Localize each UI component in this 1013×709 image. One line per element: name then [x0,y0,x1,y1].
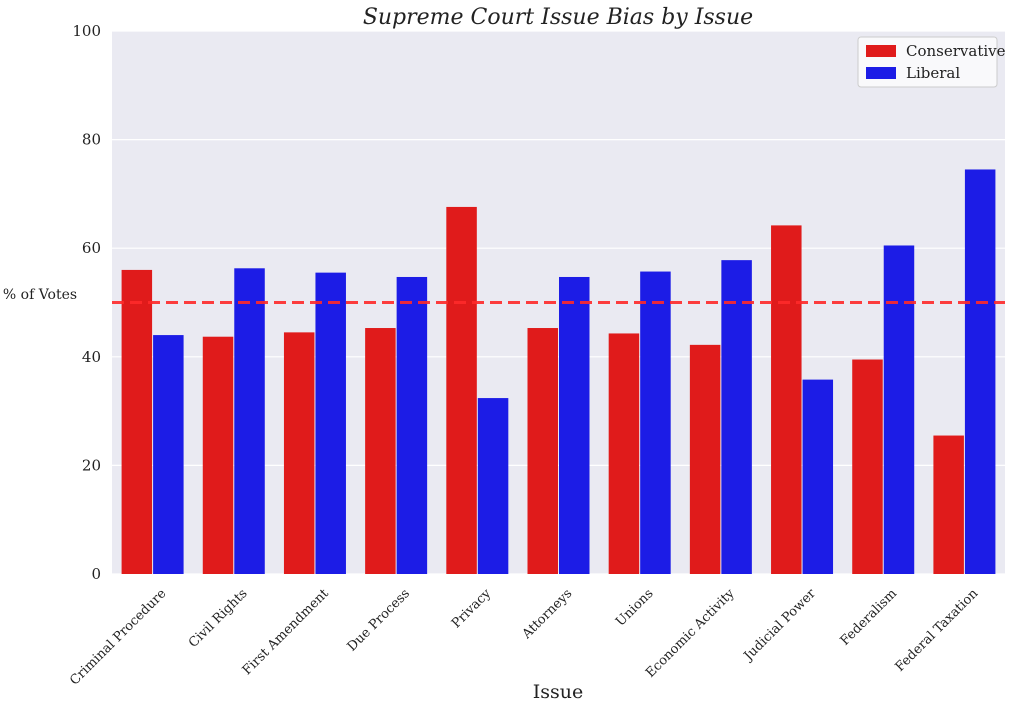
x-tick-label: Civil Rights [186,586,251,651]
legend-label-liberal: Liberal [906,64,960,82]
bar-liberal [559,276,590,574]
bar-liberal [640,271,671,574]
x-tick-label: Economic Activity [643,586,738,681]
x-tick-label: First Amendment [240,586,333,679]
bar-liberal [234,268,265,574]
x-tick-label: Attorneys [519,586,575,642]
bar-conservative [608,333,640,574]
y-axis-label: % of Votes [3,287,77,303]
bar-conservative [121,269,153,574]
legend-swatch-liberal [866,67,896,79]
legend-label-conservative: Conservative [906,42,1006,60]
bar-conservative [283,332,315,574]
bar-conservative [202,336,234,574]
bar-liberal [964,169,996,574]
bar-conservative [852,359,883,574]
x-tick-label: Privacy [449,586,495,632]
y-axis-ticks: 0 20 40 60 80 100 [72,22,101,583]
x-tick-label: Due Process [345,586,413,654]
bar-conservative [771,225,802,575]
bar-conservative [933,435,964,574]
y-tick-label: 20 [82,456,101,474]
x-tick-label: Unions [613,586,656,629]
y-tick-label: 0 [91,565,101,583]
x-axis-label: Issue [533,681,584,703]
bar-liberal [883,245,915,575]
chart-title: Supreme Court Issue Bias by Issue [363,5,753,30]
legend: Conservative Liberal [857,36,1006,88]
y-tick-label: 80 [82,131,101,149]
bar-liberal [802,379,834,574]
y-tick-label: 60 [82,239,101,257]
bar-liberal [153,335,184,574]
x-tick-label: Federalism [838,586,900,648]
bar-conservative [446,206,477,574]
x-tick-label: Criminal Procedure [67,586,169,688]
bar-liberal [477,398,509,574]
y-tick-label: 100 [72,22,101,40]
bar-conservative [365,328,396,574]
bars [121,169,996,575]
x-tick-label: Federal Taxation [893,586,982,675]
bar-liberal [721,260,752,574]
bar-liberal [396,276,428,574]
bar-conservative [689,344,721,574]
legend-swatch-conservative [866,45,896,57]
bar-conservative [527,328,558,574]
x-tick-label: Judicial Power [740,586,819,665]
y-tick-label: 40 [82,348,101,366]
bar-liberal [315,272,346,574]
